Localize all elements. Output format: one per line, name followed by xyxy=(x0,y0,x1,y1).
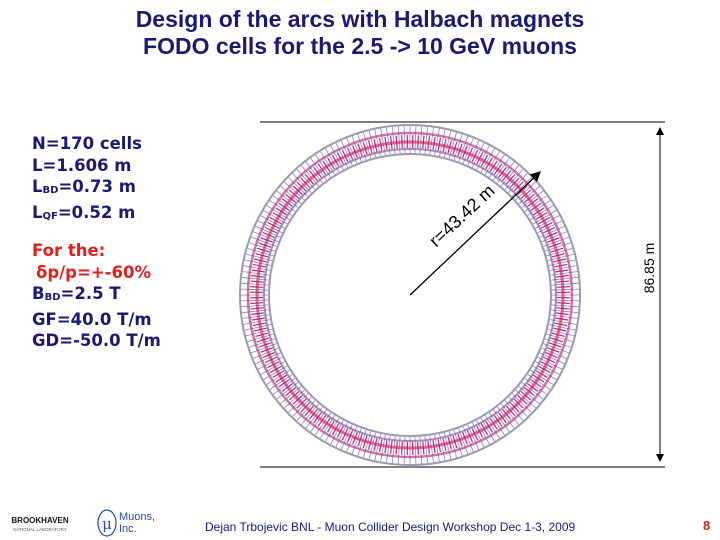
title: Design of the arcs with Halbach magnets … xyxy=(0,6,720,60)
logo-text: BROOKHAVEN xyxy=(11,516,68,525)
heading: For the: xyxy=(32,241,106,260)
condition: GF=40.0 T/m xyxy=(32,309,152,329)
condition: δp/p=+-60% xyxy=(36,262,151,282)
param: LBD=0.73 m xyxy=(32,176,142,202)
ring xyxy=(239,124,581,466)
value: =2.5 T xyxy=(60,284,121,303)
radius-line xyxy=(409,171,541,296)
param: LQF=0.52 m xyxy=(32,202,142,228)
symbol: L xyxy=(32,202,43,222)
ring-part xyxy=(239,124,581,466)
param: N=170 cells xyxy=(32,134,142,153)
radius-label: r=43.42 m xyxy=(425,180,498,250)
ring-part xyxy=(246,131,574,459)
symbol: L xyxy=(32,177,43,196)
footer: Dejan Trbojevic BNL - Muon Collider Desi… xyxy=(205,520,576,534)
param: L=1.606 m xyxy=(32,155,132,175)
ring-part xyxy=(268,153,552,437)
bnl-logo: BROOKHAVEN NATIONAL LABORATORY xyxy=(11,516,68,532)
logo-text: NATIONAL LABORATORY xyxy=(13,527,67,532)
subscript: BD xyxy=(44,292,61,303)
title-line: Design of the arcs with Halbach magnets xyxy=(135,6,585,32)
condition: GD=-50.0 T/m xyxy=(32,331,161,350)
subscript: QF xyxy=(42,210,58,222)
page-number: 8 xyxy=(703,518,711,533)
logo-shape xyxy=(97,509,117,537)
muons-logo: μ Muons, Inc. xyxy=(97,509,155,537)
ring-part xyxy=(255,140,565,450)
logo-text: μ xyxy=(102,515,112,533)
ring-part xyxy=(263,148,557,442)
subscript: BD xyxy=(42,185,59,196)
logo-text: Muons, xyxy=(119,511,155,523)
value: =0.52 m xyxy=(57,202,136,222)
logo-text: Inc. xyxy=(119,523,137,535)
symbol: B xyxy=(32,284,45,303)
conditions: For the: δp/p=+-60% BBD=2.5 T GF=40.0 T/… xyxy=(32,240,161,352)
value: =0.73 m xyxy=(58,177,136,196)
parameters: N=170 cells L=1.606 m LBD=0.73 m LQF=0.5… xyxy=(32,133,142,227)
title-line: FODO cells for the 2.5 -> 10 GeV muons xyxy=(143,33,577,59)
diameter-label: 86.85 m xyxy=(641,243,657,294)
condition: BBD=2.5 T xyxy=(32,283,161,309)
